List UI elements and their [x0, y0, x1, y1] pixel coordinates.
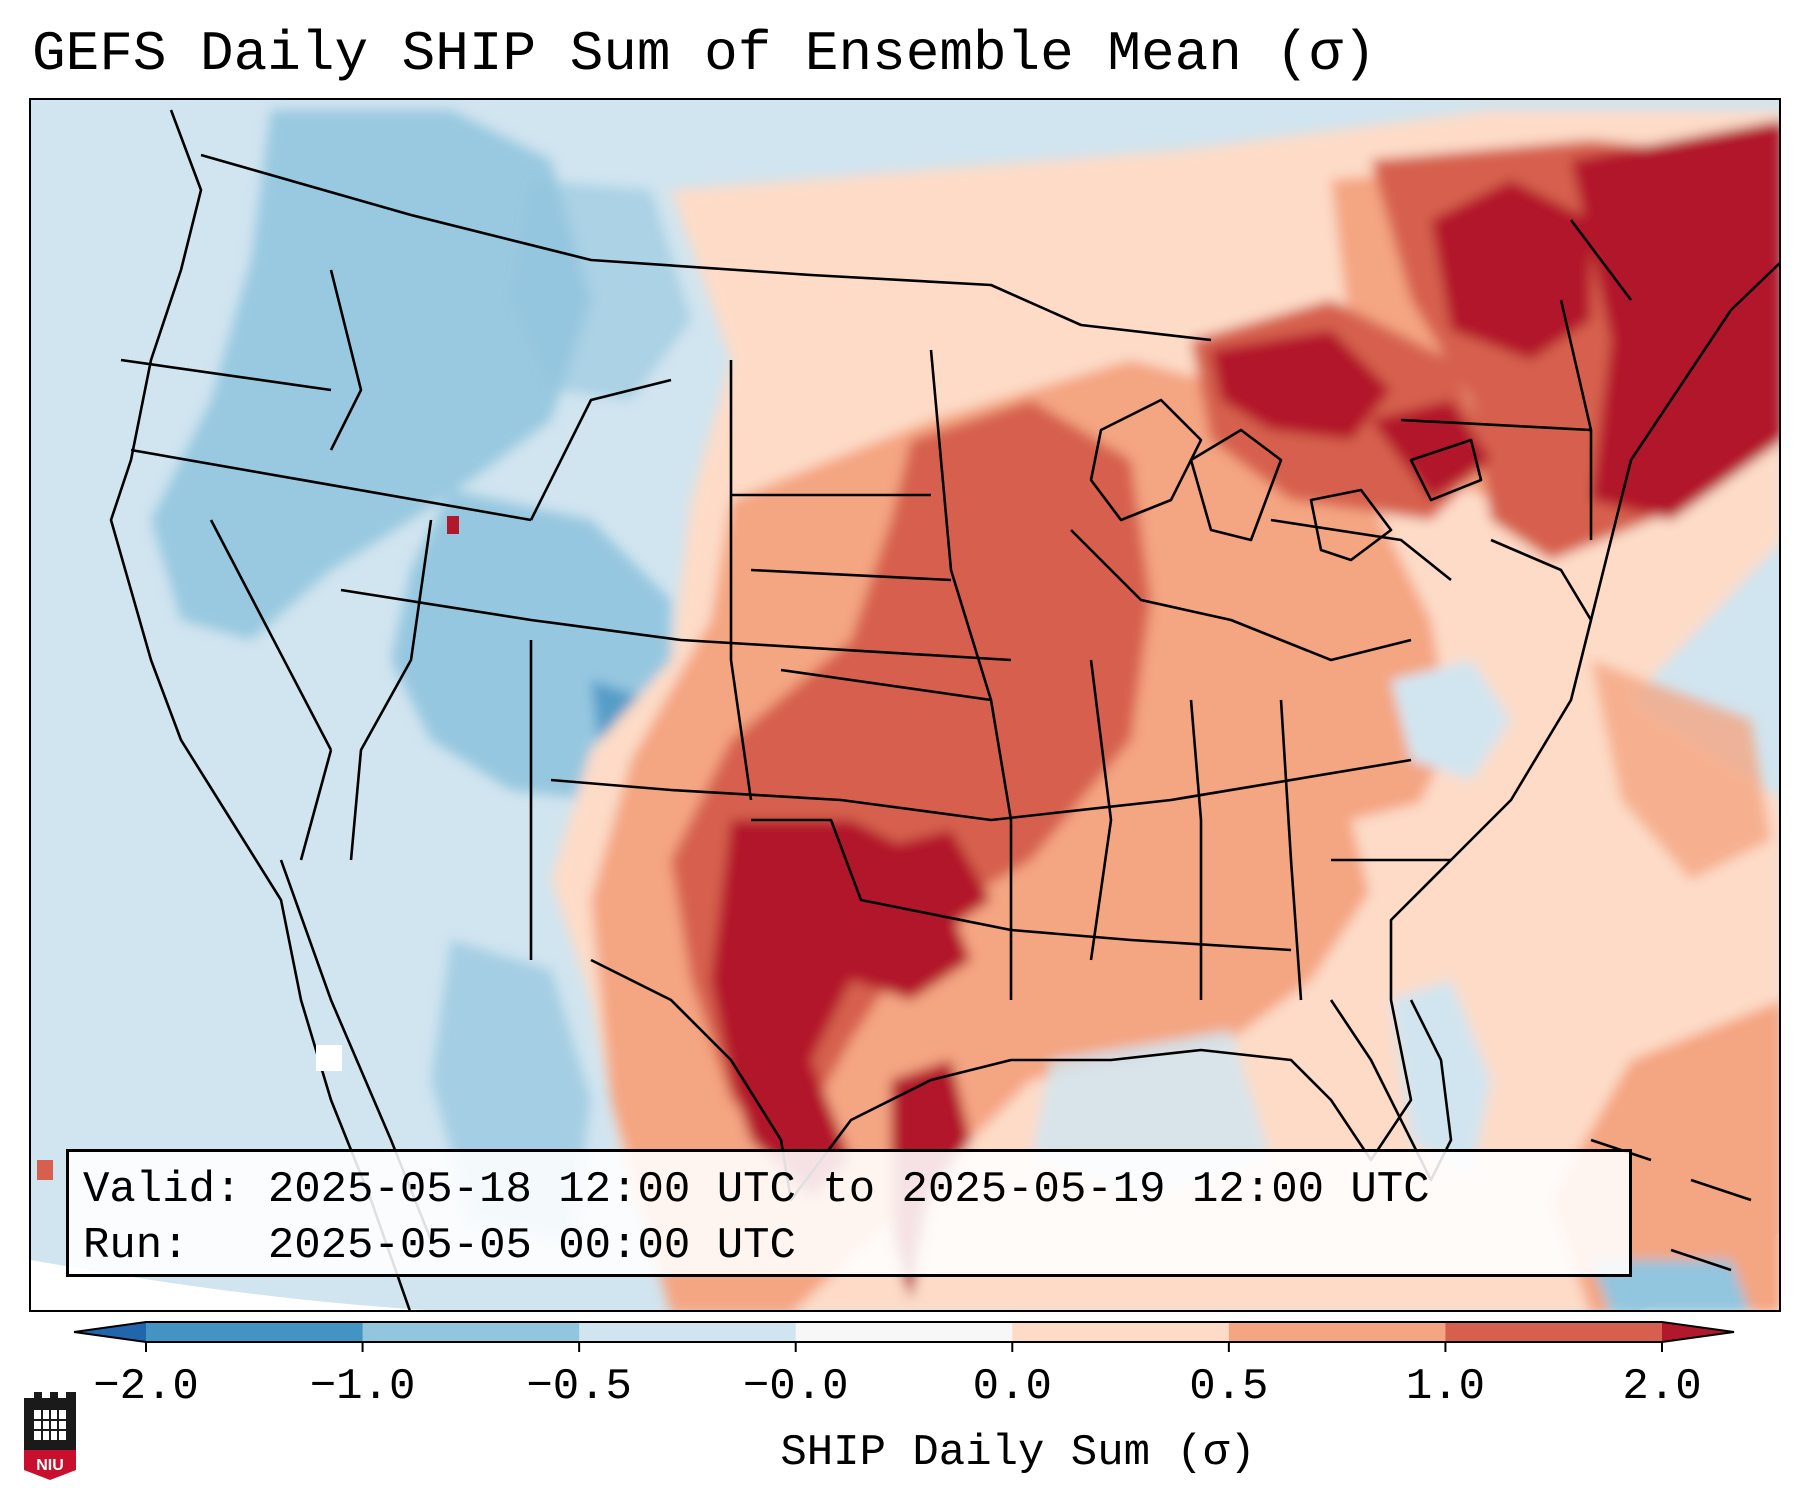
- valid-run-box: Valid: 2025-05-18 12:00 UTC to 2025-05-1…: [66, 1149, 1632, 1277]
- colorbar: [73, 1321, 1735, 1352]
- colorbar-bin: [795, 1322, 1013, 1342]
- projection-edge-left: [31, 1260, 426, 1310]
- niu-logo: NIU: [24, 1392, 76, 1480]
- colorbar-bin: [362, 1322, 580, 1342]
- logo-text: NIU: [36, 1457, 64, 1474]
- anomaly-map: [31, 100, 1779, 1310]
- colorbar-bin: [1228, 1322, 1446, 1342]
- data-cell: [316, 1045, 342, 1071]
- chart-title: GEFS Daily SHIP Sum of Ensemble Mean (σ): [32, 22, 1377, 86]
- colorbar-label: SHIP Daily Sum (σ): [780, 1428, 1256, 1478]
- colorbar-under-triangle: [74, 1322, 146, 1342]
- colorbar-bin: [146, 1322, 364, 1342]
- data-cell: [447, 516, 459, 534]
- colorbar-tick-label: −1.0: [309, 1362, 416, 1412]
- colorbar-bin: [579, 1322, 797, 1342]
- colorbar-tick-label: 0.0: [972, 1362, 1052, 1412]
- colorbar-tick-label: −2.0: [93, 1362, 199, 1412]
- colorbar-bin: [1445, 1322, 1663, 1342]
- data-cell: [37, 1160, 53, 1180]
- map-panel: [29, 98, 1781, 1312]
- colorbar-tick-label: 0.5: [1189, 1362, 1269, 1412]
- colorbar-ticks: [145, 1342, 1663, 1352]
- colorbar-over-triangle: [1662, 1322, 1734, 1342]
- colorbar-tick-label: 2.0: [1622, 1362, 1702, 1412]
- run-time-line: Run: 2025-05-05 00:00 UTC: [83, 1221, 796, 1271]
- colorbar-bins: [146, 1322, 1663, 1342]
- colorbar-tick-label: −0.0: [742, 1362, 849, 1412]
- valid-time-line: Valid: 2025-05-18 12:00 UTC to 2025-05-1…: [83, 1165, 1430, 1215]
- colorbar-tick-label: −0.5: [526, 1362, 632, 1412]
- colorbar-bin: [1012, 1322, 1230, 1342]
- colorbar-tick-label: 1.0: [1405, 1362, 1486, 1412]
